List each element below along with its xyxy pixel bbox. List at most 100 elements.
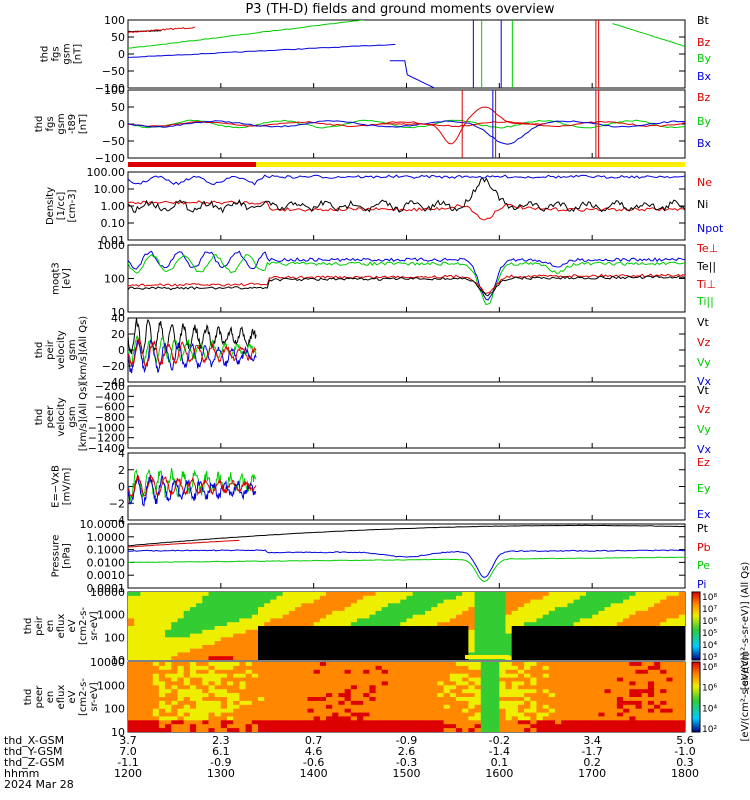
heat-cell: [344, 644, 352, 650]
heat-cell: [350, 708, 358, 714]
heat-cell: [647, 622, 655, 627]
heat-cell: [579, 700, 587, 706]
heat-cell: [431, 677, 439, 683]
colorbar-label: [eV/(cm²-s-sr-eV)] (All Qs): [740, 562, 750, 691]
heat-cell: [493, 708, 500, 714]
heat-cell: [536, 669, 544, 675]
heat-cell: [548, 693, 556, 698]
ephemeris-value: 3.4: [583, 734, 601, 747]
heat-cell: [381, 626, 389, 631]
heat-cell: [196, 681, 203, 686]
heat-cell: [338, 595, 346, 601]
heat-cell: [647, 599, 655, 604]
heat-cell: [610, 652, 618, 657]
heat-cell: [468, 644, 476, 650]
heat-cell: [573, 720, 581, 725]
heat-cell: [288, 677, 296, 683]
heat-cell: [647, 716, 655, 721]
heat-cell: [672, 669, 680, 675]
heat-cell: [567, 656, 575, 660]
heat-cell: [449, 669, 457, 675]
heat-cell: [678, 599, 685, 604]
ephemeris-value: -0.9: [396, 734, 417, 747]
heat-cell: [431, 595, 439, 601]
heat-cell: [258, 641, 265, 646]
heat-cell: [579, 629, 587, 635]
heat-cell: [610, 603, 618, 608]
heat-cell: [666, 614, 674, 620]
heat-cell: [579, 622, 587, 627]
heat-cell: [319, 610, 327, 616]
heat-cell: [443, 637, 451, 642]
heat-cell: [517, 622, 525, 627]
heat-cell: [616, 685, 624, 690]
heat-cell: [487, 610, 494, 616]
heat-cell: [474, 728, 482, 732]
heat-cell: [282, 665, 290, 671]
heat-cell: [499, 681, 507, 686]
heat-cell: [326, 637, 333, 642]
heat-cell: [381, 708, 389, 714]
heat-cell: [189, 626, 197, 631]
heat-cell: [189, 708, 197, 714]
heat-cell: [505, 681, 513, 686]
heat-cell: [171, 716, 179, 721]
heat-cell: [449, 681, 457, 686]
y-tick-label: 10000: [90, 656, 125, 669]
heat-cell: [270, 592, 278, 597]
heat-cell: [517, 673, 525, 679]
heat-cell: [128, 641, 135, 646]
heat-cell: [548, 697, 556, 702]
heat-cell: [493, 618, 500, 623]
heat-cell: [233, 618, 240, 623]
heat-cell: [344, 595, 352, 601]
heat-cell: [468, 610, 476, 616]
heat-cell: [548, 728, 556, 732]
heat-cell: [536, 708, 544, 714]
heat-cell: [264, 626, 271, 631]
heat-cell: [499, 610, 507, 616]
heat-cell: [654, 652, 661, 657]
heat-cell: [579, 592, 587, 597]
heat-cell: [561, 595, 568, 601]
heat-cell: [493, 724, 500, 729]
heat-cell: [629, 648, 637, 654]
heat-cell: [326, 618, 333, 623]
heat-cell: [635, 708, 643, 714]
heat-cell: [128, 716, 135, 721]
heat-cell: [220, 669, 228, 675]
heat-cell: [425, 712, 432, 718]
heat-cell: [511, 697, 519, 702]
heat-cell: [158, 610, 166, 616]
heat-cell: [282, 685, 290, 690]
heat-cell: [208, 700, 216, 706]
heat-cell: [158, 708, 166, 714]
heat-cell: [616, 716, 624, 721]
heat-cell: [666, 712, 674, 718]
heat-cell: [418, 669, 426, 675]
heat-cell: [425, 618, 432, 623]
heat-cell: [542, 720, 550, 725]
heat-cell: [394, 662, 401, 667]
heat-cell: [270, 669, 278, 675]
heat-cell: [245, 648, 253, 654]
heat-cell: [493, 622, 500, 627]
heat-cell: [276, 673, 284, 679]
heat-cell: [555, 603, 562, 608]
heat-cell: [678, 633, 685, 638]
heat-cell: [319, 685, 327, 690]
svg-text:[eV/(cm²-s-sr-eV)]: [eV/(cm²-s-sr-eV)]: [740, 652, 750, 741]
heat-cell: [357, 648, 364, 654]
heat-cell: [505, 669, 513, 675]
heat-cell: [412, 607, 420, 612]
heat-cell: [672, 603, 680, 608]
heat-cell: [158, 716, 166, 721]
heat-cell: [548, 614, 556, 620]
heat-cell: [245, 656, 253, 660]
heat-cell: [208, 652, 216, 657]
heat-cell: [573, 618, 581, 623]
heat-cell: [301, 700, 309, 706]
heat-cell: [660, 704, 667, 710]
heat-cell: [536, 595, 544, 601]
heat-cell: [270, 599, 278, 604]
